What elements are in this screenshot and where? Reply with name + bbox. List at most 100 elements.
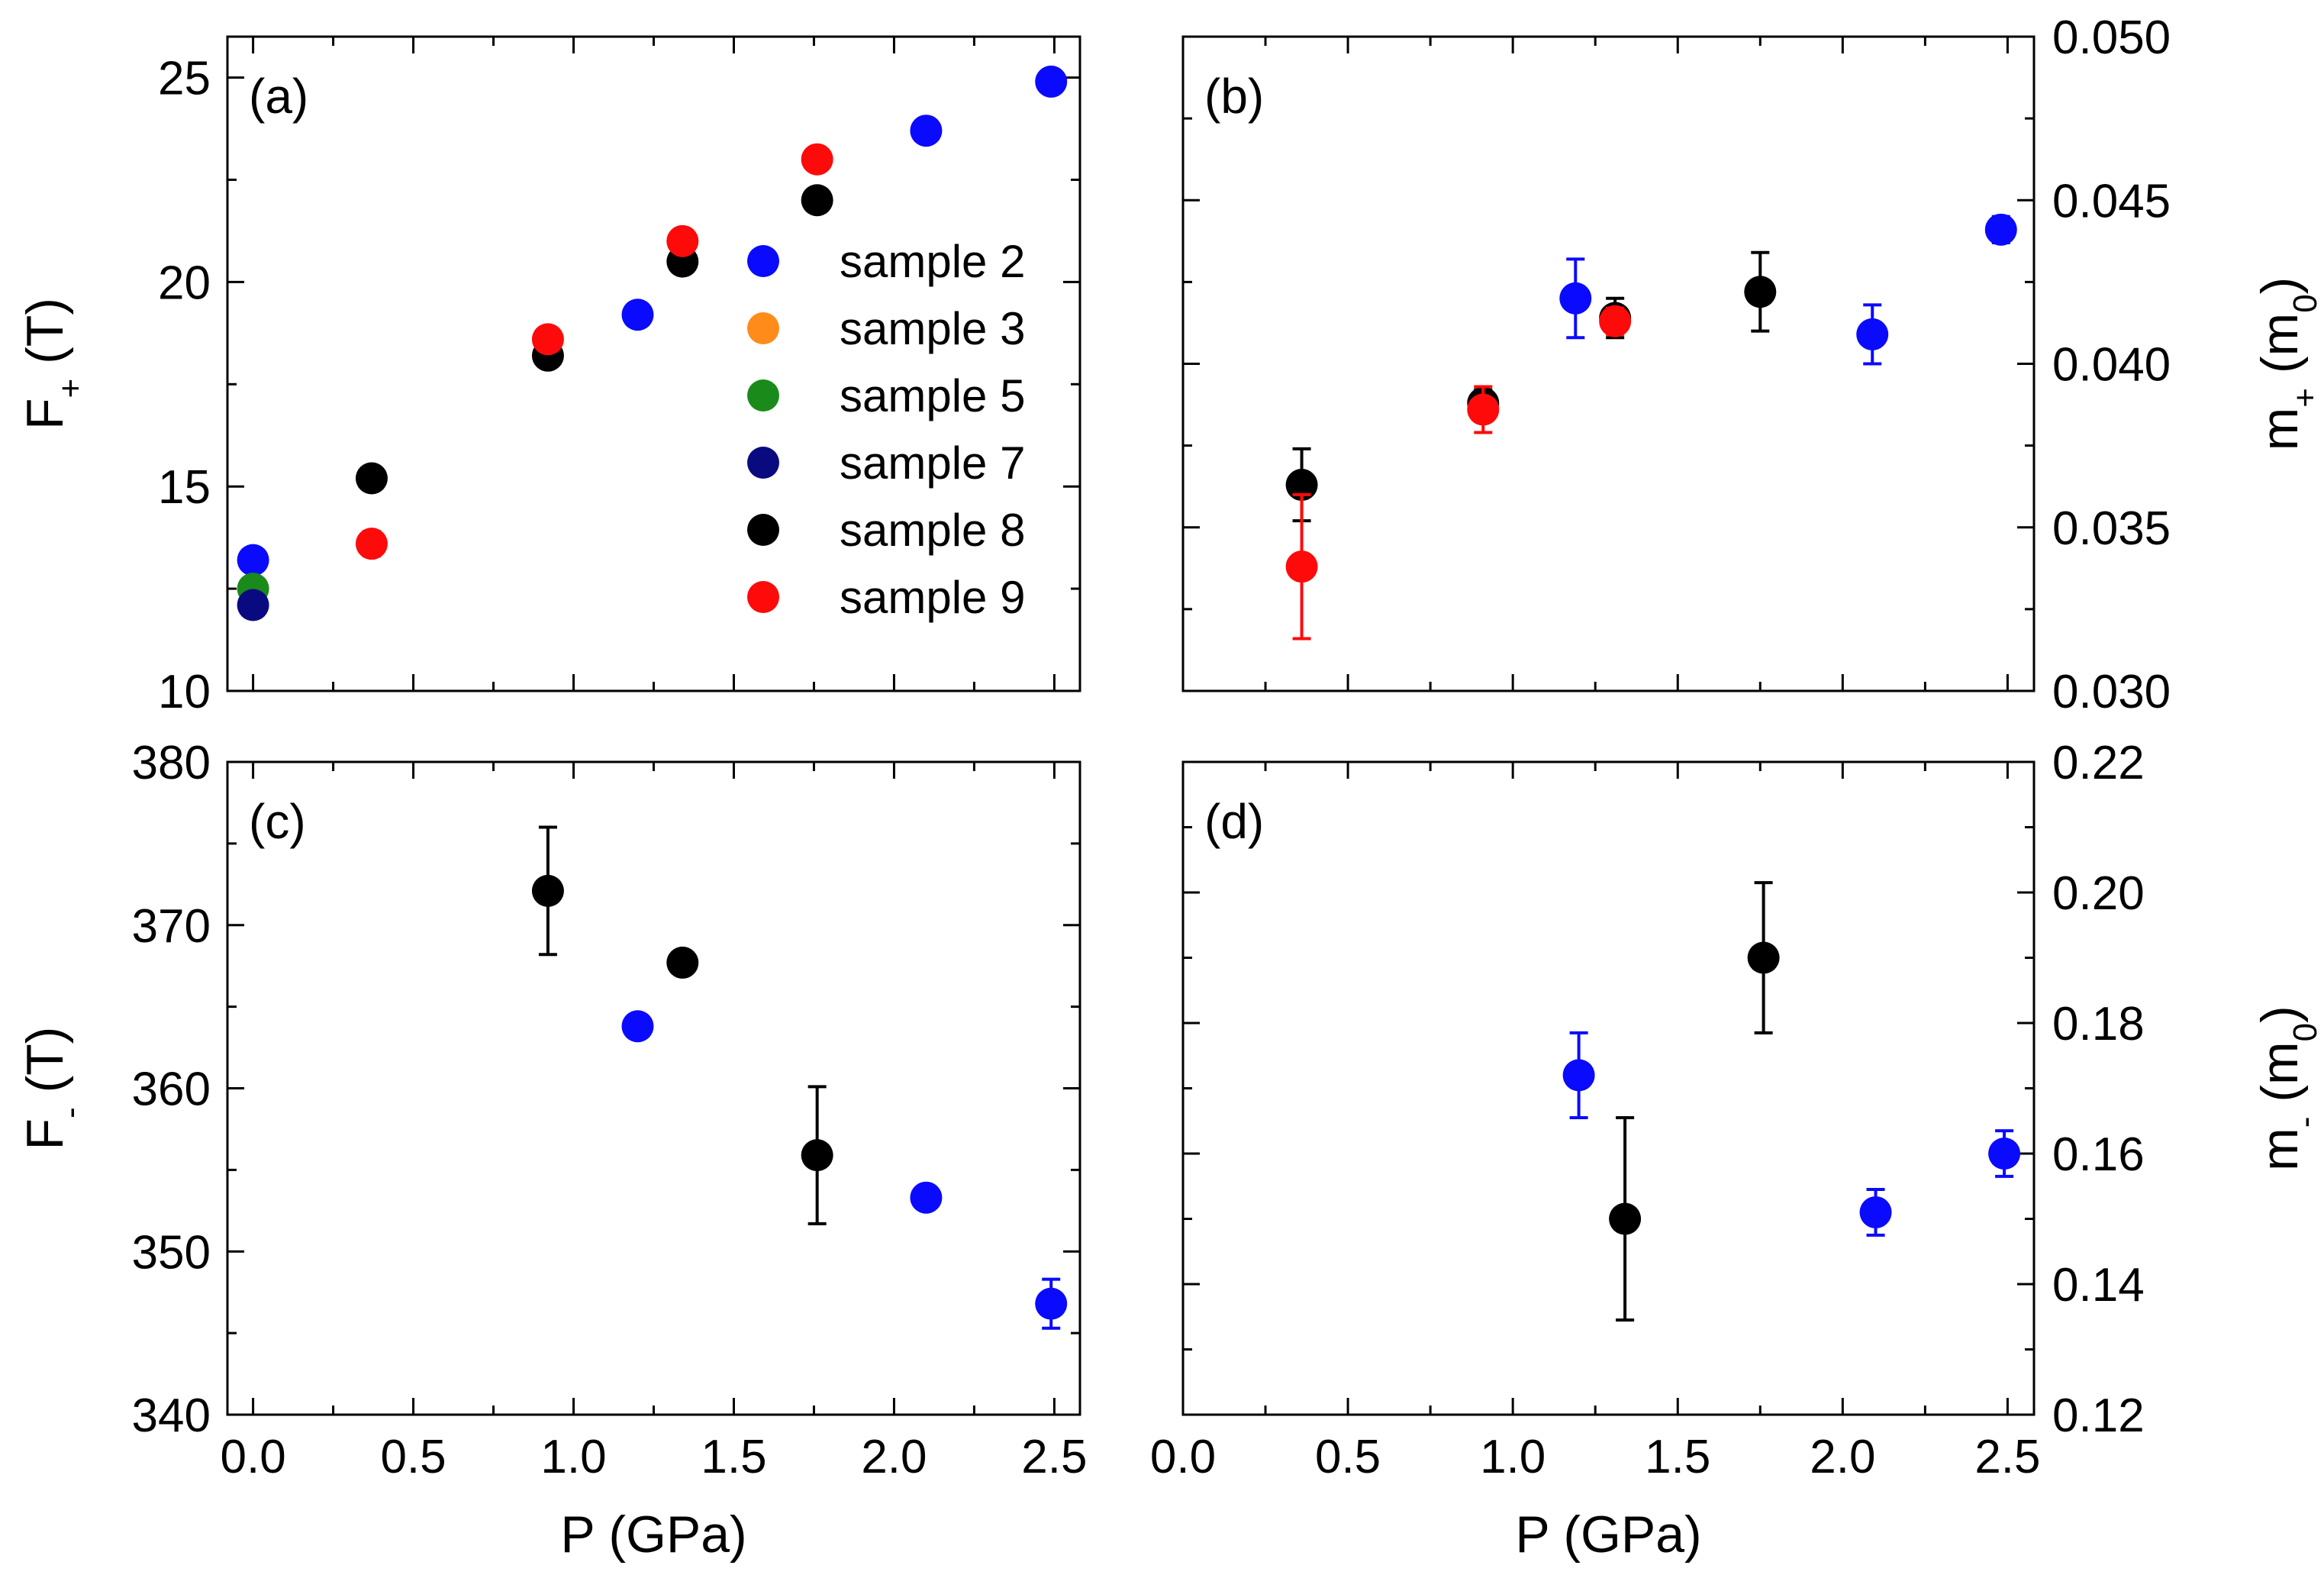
data-point	[1609, 1202, 1642, 1235]
series-sample-2	[621, 1010, 1068, 1330]
series-sample-8	[1285, 250, 1777, 523]
data-point	[1285, 550, 1318, 583]
y-tick-label: 0.18	[2052, 998, 2145, 1051]
data-point	[1599, 305, 1632, 337]
x-tick-label: 0.0	[1150, 1431, 1216, 1483]
data-point	[666, 946, 699, 979]
y-axis-title: m+ (m0)	[2251, 277, 2324, 451]
y-axis-title-unit: (m	[2251, 313, 2309, 388]
y-axis-title-main: m	[2251, 408, 2309, 451]
data-point	[1856, 318, 1889, 350]
data-point	[531, 323, 564, 356]
y-axis-title: F- (T)	[16, 1027, 89, 1151]
data-point	[1467, 393, 1500, 426]
legend-label: sample 5	[840, 370, 1025, 421]
data-point	[801, 1139, 833, 1172]
data-point	[1285, 469, 1318, 502]
y-axis-title-main: F	[16, 1118, 74, 1151]
data-point	[1744, 276, 1777, 308]
y-axis-title-unit-sub: 0	[2287, 1023, 2324, 1041]
x-tick-label: 0.5	[380, 1431, 446, 1483]
data-point	[531, 874, 564, 907]
y-tick-label: 0.045	[2052, 175, 2171, 228]
panel-d: 0.0 0.5 1.0 1.5 2.0 2.5 P (GPa) 0.12 0.14 0.16 0.1…	[1150, 737, 2324, 1564]
y-axis-title-unit: (T)	[16, 298, 74, 379]
y-axis-title-sub: -	[2287, 1117, 2324, 1128]
y-axis-title-sub: +	[52, 379, 89, 399]
data-point	[621, 1010, 654, 1043]
y-tick-label: 0.12	[2052, 1389, 2145, 1442]
legend-label: sample 3	[840, 303, 1025, 354]
y-axis-title-sub: +	[2287, 388, 2324, 408]
series-sample-8	[531, 825, 833, 1225]
series-sample-8	[1609, 881, 1780, 1322]
legend-label: sample 8	[840, 505, 1025, 556]
legend-label: sample 2	[840, 236, 1025, 287]
data-point	[1988, 1138, 2021, 1170]
legend-label: sample 7	[840, 437, 1025, 489]
x-axis-title: P (GPa)	[560, 1506, 746, 1564]
data-point	[1859, 1196, 1892, 1228]
panel-label: (a)	[249, 69, 308, 124]
plot-frame	[1181, 760, 2036, 1416]
x-tick-label: 2.5	[1021, 1431, 1087, 1483]
x-tick-label: 1.5	[1645, 1431, 1710, 1483]
y-tick-label: 10	[158, 666, 211, 718]
y-tick-label: 380	[132, 737, 211, 789]
y-tick-label: 20	[158, 257, 211, 309]
data-point	[666, 224, 699, 257]
y-tick-label: 0.22	[2052, 737, 2145, 789]
y-axis-title-main: F	[16, 398, 74, 430]
data-point	[1562, 1059, 1595, 1092]
series-sample-2	[237, 65, 1068, 576]
series-sample-7	[237, 589, 269, 621]
legend-marker	[747, 379, 779, 412]
series-sample-9	[355, 143, 833, 560]
x-tick-label: 0.5	[1315, 1431, 1381, 1483]
y-axis-title-unit-end: )	[2251, 277, 2309, 295]
data-point	[1984, 213, 2017, 246]
data-point	[355, 462, 388, 495]
y-axis-title-unit: (T)	[16, 1027, 74, 1108]
y-axis-title-unit-sub: 0	[2287, 294, 2324, 312]
legend: sample 2 sample 3 sample 5 sample 7 sample 8…	[747, 236, 1025, 623]
x-tick-label: 1.0	[540, 1431, 606, 1483]
data-point	[1559, 282, 1592, 315]
data-point	[237, 544, 269, 576]
data-point	[801, 184, 833, 217]
panel-b: 0.030 0.035 0.040 0.045 0.050 m+ (m0) (b)	[1181, 11, 2324, 718]
y-axis-title-main: m	[2251, 1128, 2309, 1171]
plot-frame	[1181, 35, 2036, 692]
data-point	[910, 115, 943, 147]
y-axis-title: F+ (T)	[16, 298, 89, 430]
panel-label: (c)	[249, 794, 306, 849]
series-sample-2	[1562, 1031, 2021, 1237]
x-tick-label: 2.0	[861, 1431, 927, 1483]
y-tick-label: 0.035	[2052, 502, 2171, 555]
legend-marker	[747, 312, 779, 344]
legend-marker	[747, 245, 779, 277]
y-tick-label: 0.14	[2052, 1259, 2145, 1312]
legend-marker	[747, 447, 779, 479]
data-point	[237, 589, 269, 621]
panel-c: 0.0 0.5 1.0 1.5 2.0 2.5 P (GPa) 340 350 360 370 380…	[16, 737, 1088, 1564]
y-tick-label: 0.16	[2052, 1128, 2145, 1181]
series-sample-2	[1559, 213, 2017, 366]
y-tick-label: 0.040	[2052, 339, 2171, 392]
panel-label: (b)	[1204, 69, 1264, 124]
data-point	[1035, 65, 1068, 98]
series-sample-9	[1285, 305, 1632, 641]
legend-marker	[747, 581, 779, 613]
legend-marker	[747, 514, 779, 546]
plot-frame	[226, 760, 1081, 1416]
y-tick-label: 15	[158, 461, 211, 514]
x-tick-label: 1.5	[701, 1431, 766, 1483]
y-tick-label: 340	[132, 1389, 211, 1442]
data-point	[1035, 1287, 1068, 1320]
x-tick-label: 0.0	[220, 1431, 285, 1483]
y-axis-title: m- (m0)	[2251, 1005, 2324, 1171]
legend-label: sample 9	[840, 572, 1025, 623]
x-axis-title: P (GPa)	[1515, 1506, 1701, 1564]
